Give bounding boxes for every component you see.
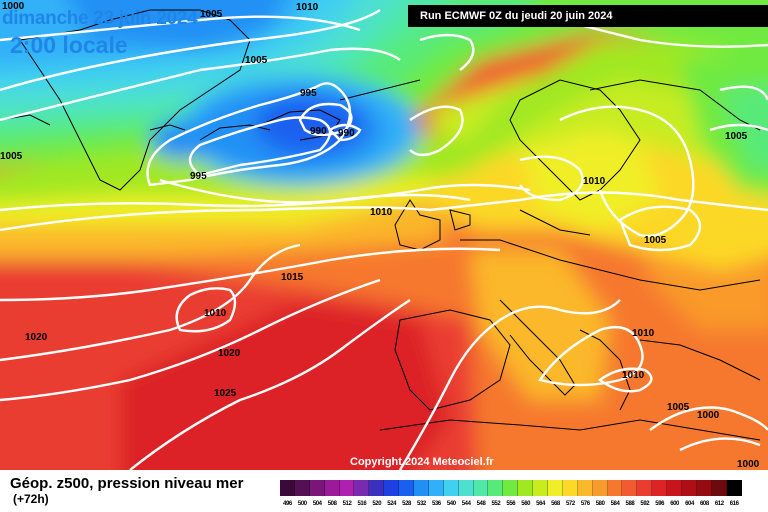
geopotential-field bbox=[0, 0, 768, 470]
colorbar-label: 496 bbox=[283, 501, 292, 507]
colorbar-label: 532 bbox=[417, 501, 426, 507]
isobar-label: 1005 bbox=[200, 9, 223, 20]
isobar-label: 995 bbox=[300, 88, 317, 99]
isobar-label: 1015 bbox=[281, 272, 304, 283]
colorbar-swatch bbox=[473, 480, 489, 496]
colorbar-swatch bbox=[280, 480, 295, 496]
colorbar-label: 516 bbox=[357, 501, 367, 507]
colorbar-swatch bbox=[562, 480, 578, 496]
colorbar-swatch bbox=[339, 480, 355, 496]
colorbar-swatch bbox=[414, 480, 429, 496]
isobar-label: 1005 bbox=[245, 55, 268, 66]
colorbar-swatch bbox=[652, 480, 668, 496]
colorbar-label: 540 bbox=[446, 501, 456, 507]
isobar-label: 1010 bbox=[204, 308, 227, 319]
colorbar-label: 576 bbox=[580, 501, 590, 507]
isobar-label: 1010 bbox=[370, 207, 393, 218]
colorbar-label: 608 bbox=[699, 501, 709, 507]
colorbar-label: 536 bbox=[431, 501, 441, 507]
colorbar bbox=[280, 480, 742, 496]
colorbar-label: 512 bbox=[342, 501, 352, 507]
colorbar-label: 500 bbox=[297, 501, 307, 507]
colorbar-label: 612 bbox=[714, 501, 724, 507]
colorbar-label: 560 bbox=[521, 501, 531, 507]
isobar-label: 1005 bbox=[0, 151, 23, 162]
isobar-label: 1000 bbox=[737, 459, 760, 470]
isobar-label: 990 bbox=[338, 128, 355, 139]
legend-footer: Géop. z500, pression niveau mer (+72h) 4… bbox=[0, 470, 768, 512]
colorbar-swatch bbox=[548, 480, 563, 496]
colorbar-label: 548 bbox=[476, 501, 486, 507]
colorbar-swatch bbox=[607, 480, 623, 496]
colorbar-label: 528 bbox=[402, 501, 411, 507]
colorbar-label: 524 bbox=[387, 501, 397, 507]
colorbar-swatch bbox=[309, 480, 325, 496]
colorbar-label: 580 bbox=[595, 501, 605, 507]
colorbar-label: 596 bbox=[655, 501, 665, 507]
colorbar-label: 520 bbox=[372, 501, 382, 507]
colorbar-labels: 496 500 504 508 512 516 520 524 528 532 536 540 544 5… bbox=[280, 501, 742, 510]
colorbar-label: 552 bbox=[491, 501, 501, 507]
colorbar-swatch bbox=[533, 480, 549, 496]
isobar-label: 1000 bbox=[697, 410, 720, 421]
colorbar-swatch bbox=[622, 480, 638, 496]
colorbar-swatch bbox=[428, 480, 444, 496]
colorbar-label: 568 bbox=[551, 501, 560, 507]
forecast-date: dimanche 23 juin 2024 bbox=[2, 8, 198, 29]
isobar-label: 1010 bbox=[583, 176, 606, 187]
colorbar-swatch bbox=[637, 480, 653, 496]
colorbar-swatch bbox=[592, 480, 608, 496]
weather-map: dimanche 23 juin 2024 2:00 locale Run EC… bbox=[0, 0, 768, 470]
colorbar-label: 508 bbox=[327, 501, 337, 507]
colorbar-label: 588 bbox=[625, 501, 635, 507]
colorbar-swatch bbox=[369, 480, 385, 496]
colorbar-label: 584 bbox=[610, 501, 620, 507]
colorbar-swatch bbox=[399, 480, 415, 496]
isobar-label: 1010 bbox=[296, 2, 319, 13]
colorbar-swatch bbox=[696, 480, 712, 496]
colorbar-label: 504 bbox=[312, 501, 322, 507]
lead-time: (+72h) bbox=[13, 492, 49, 506]
colorbar-swatch bbox=[324, 480, 340, 496]
colorbar-swatch bbox=[384, 480, 400, 496]
forecast-local-time: 2:00 locale bbox=[10, 32, 128, 58]
colorbar-swatch bbox=[667, 480, 683, 496]
isobars bbox=[0, 9, 768, 470]
isobar-label: 1000 bbox=[2, 1, 25, 12]
isobar-label: 1005 bbox=[644, 235, 667, 246]
colorbar-swatch bbox=[682, 480, 697, 496]
colorbar-label: 572 bbox=[565, 501, 575, 507]
colorbar-swatch bbox=[488, 480, 504, 496]
model-run-info: Run ECMWF 0Z du jeudi 20 juin 2024 bbox=[408, 5, 768, 27]
colorbar-swatch bbox=[503, 480, 519, 496]
colorbar-label: 592 bbox=[640, 501, 650, 507]
isobar-label: 1020 bbox=[218, 348, 241, 359]
colorbar-label: 564 bbox=[536, 501, 545, 507]
field-title: Géop. z500, pression niveau mer bbox=[10, 475, 244, 492]
isobar-label: 990 bbox=[310, 126, 327, 137]
colorbar-label: 556 bbox=[506, 501, 516, 507]
isobar-label: 1005 bbox=[667, 402, 690, 413]
colorbar-label: 604 bbox=[685, 501, 694, 507]
z500-color-field bbox=[0, 0, 768, 470]
isobar-label: 1005 bbox=[725, 131, 748, 142]
colorbar-label: 616 bbox=[729, 501, 739, 507]
colorbar-swatch bbox=[726, 480, 742, 496]
isobar-label: 1010 bbox=[632, 328, 655, 339]
colorbar-swatch bbox=[518, 480, 534, 496]
colorbar-swatch bbox=[294, 480, 310, 496]
copyright-notice: Copyright 2024 Meteociel.fr bbox=[350, 456, 494, 468]
isobar-label: 1025 bbox=[214, 388, 237, 399]
colorbar-label: 544 bbox=[461, 501, 471, 507]
colorbar-swatch bbox=[458, 480, 474, 496]
colorbar-label: 600 bbox=[670, 501, 679, 507]
colorbar-swatch bbox=[354, 480, 370, 496]
colorbar-swatch bbox=[577, 480, 593, 496]
colorbar-swatch bbox=[711, 480, 727, 496]
isobar-label: 995 bbox=[190, 171, 207, 182]
isobar-label: 1010 bbox=[622, 370, 645, 381]
colorbar-swatch bbox=[443, 480, 459, 496]
isobar-label: 1020 bbox=[25, 332, 48, 343]
